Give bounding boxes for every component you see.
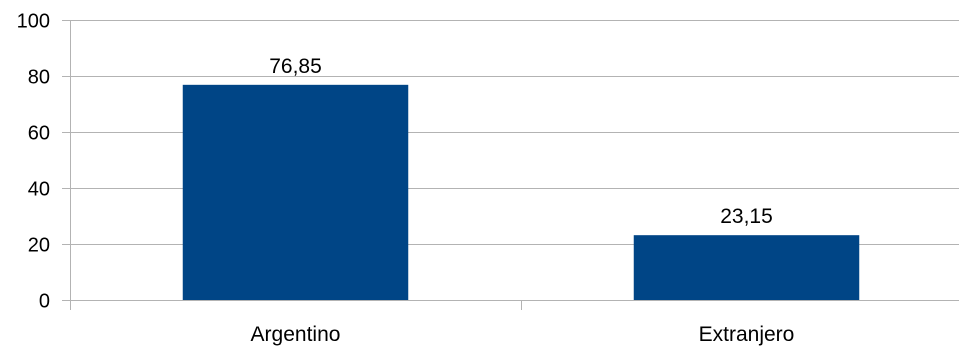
y-tick-label: 0 xyxy=(39,291,50,313)
data-label-extranjero: 23,15 xyxy=(720,205,773,228)
labels: 0 20 40 60 80 100 76,85 Argentino 23,15 Extranjer… xyxy=(17,11,795,347)
data-label-argentino: 76,85 xyxy=(269,55,322,78)
bar-argentino xyxy=(182,84,409,300)
y-tick-label: 80 xyxy=(28,67,50,89)
x-category-label-extranjero: Extranjero xyxy=(699,323,795,346)
x-category-label-argentino: Argentino xyxy=(251,323,341,346)
y-tick-label: 100 xyxy=(17,11,50,33)
y-tick-label: 20 xyxy=(28,235,50,257)
y-tick-label: 40 xyxy=(28,179,50,201)
bar-extranjero xyxy=(633,235,860,300)
y-tick-label: 60 xyxy=(28,123,50,145)
axes xyxy=(62,20,522,310)
bars xyxy=(182,84,860,300)
